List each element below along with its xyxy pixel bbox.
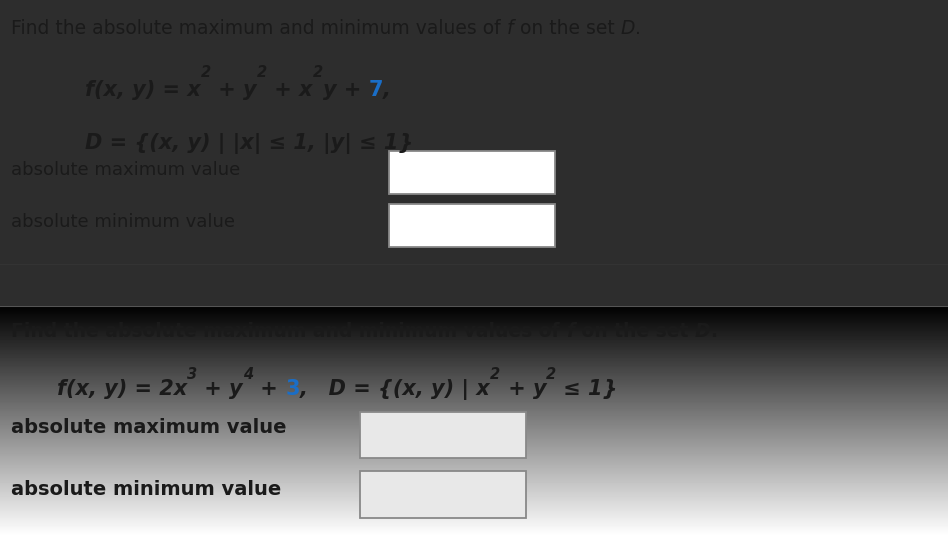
Text: (x, y) = 2x: (x, y) = 2x: [66, 379, 188, 399]
Text: f: f: [57, 379, 66, 399]
Text: D: D: [620, 19, 635, 38]
Text: +: +: [253, 379, 285, 399]
Text: .: .: [710, 322, 717, 341]
Text: y +: y +: [322, 80, 369, 100]
Text: 4: 4: [243, 367, 253, 382]
Text: f: f: [507, 19, 514, 38]
Text: 2: 2: [546, 367, 556, 382]
Text: on the set: on the set: [514, 19, 620, 38]
Text: 7: 7: [369, 80, 383, 100]
Text: + y: + y: [211, 80, 257, 100]
Text: f: f: [567, 322, 574, 341]
FancyBboxPatch shape: [360, 412, 526, 458]
Text: 3: 3: [285, 379, 300, 399]
Text: on the set: on the set: [574, 322, 695, 341]
Text: D: D: [695, 322, 710, 341]
Text: 2: 2: [313, 65, 322, 80]
FancyBboxPatch shape: [389, 204, 555, 247]
FancyBboxPatch shape: [360, 472, 526, 518]
Text: ,: ,: [383, 80, 391, 100]
Text: + y: + y: [501, 379, 546, 399]
Text: 2: 2: [257, 65, 267, 80]
Text: 3: 3: [188, 367, 197, 382]
Text: 2: 2: [490, 367, 501, 382]
Text: Find the absolute maximum and minimum values of: Find the absolute maximum and minimum va…: [11, 19, 507, 38]
Text: D = {(x, y) | |x| ≤ 1, |y| ≤ 1}: D = {(x, y) | |x| ≤ 1, |y| ≤ 1}: [85, 132, 413, 154]
Text: f: f: [85, 80, 95, 100]
Text: absolute maximum value: absolute maximum value: [11, 418, 287, 437]
Text: absolute minimum value: absolute minimum value: [11, 480, 282, 500]
Text: Find the absolute maximum and minimum values of: Find the absolute maximum and minimum va…: [11, 322, 567, 341]
Text: + x: + x: [267, 80, 313, 100]
Text: .: .: [635, 19, 641, 38]
Text: + y: + y: [197, 379, 243, 399]
Text: absolute maximum value: absolute maximum value: [11, 161, 241, 179]
Text: (x, y) = x: (x, y) = x: [95, 80, 201, 100]
FancyBboxPatch shape: [389, 151, 555, 193]
Text: 2: 2: [201, 65, 211, 80]
Text: ≤ 1}: ≤ 1}: [556, 379, 618, 399]
Text: ,   D = {(x, y) | x: , D = {(x, y) | x: [300, 379, 490, 400]
Text: absolute minimum value: absolute minimum value: [11, 213, 235, 230]
